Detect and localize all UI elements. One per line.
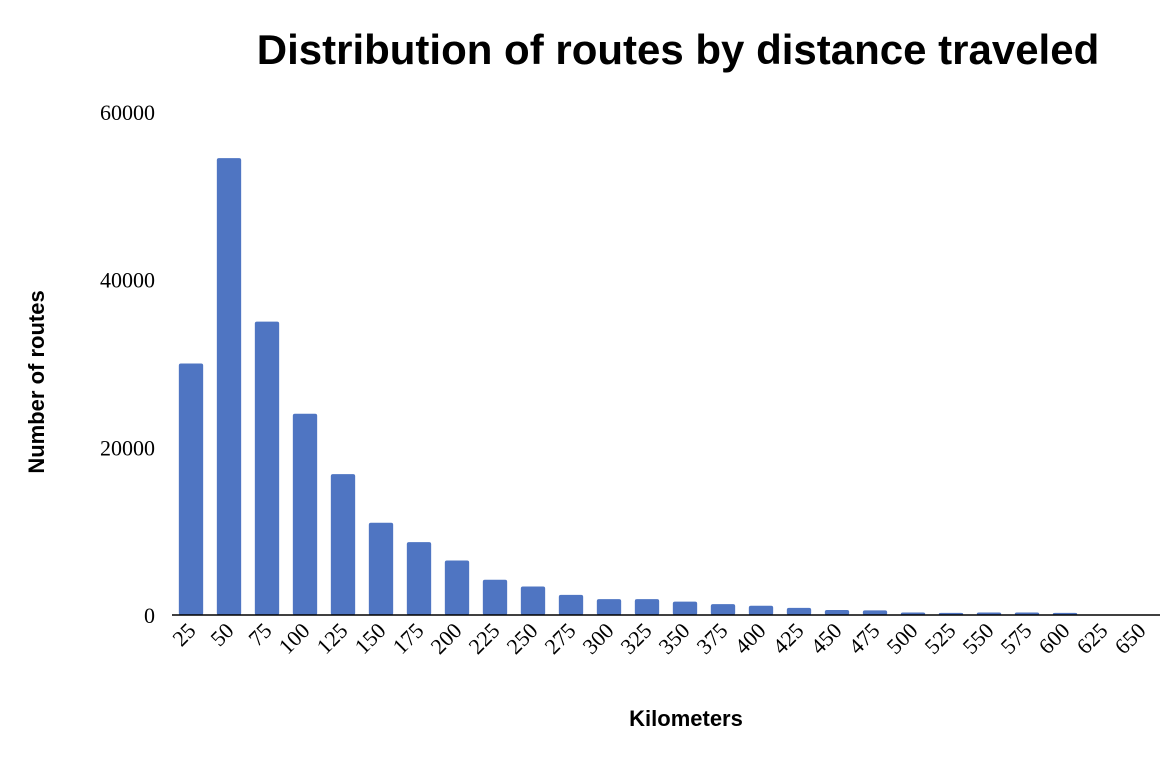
x-tick-label: 350 <box>654 618 695 659</box>
x-tick-label: 175 <box>388 618 429 659</box>
x-tick-label: 625 <box>1072 618 1113 659</box>
bars <box>178 158 1078 616</box>
bar <box>710 604 736 615</box>
bar <box>254 321 280 615</box>
x-tick-label: 225 <box>464 618 505 659</box>
bar <box>558 594 584 615</box>
x-tick-label: 525 <box>920 618 961 659</box>
x-tick-label: 475 <box>844 618 885 659</box>
bar <box>292 413 318 615</box>
bar <box>368 522 394 615</box>
x-tick-label: 200 <box>426 618 467 659</box>
bar <box>672 601 698 615</box>
y-axis-ticks: 0 20000 40000 60000 <box>100 100 155 628</box>
y-tick-label: 40000 <box>100 268 155 293</box>
x-tick-label: 425 <box>768 618 809 659</box>
bar <box>786 607 812 615</box>
x-tick-label: 500 <box>882 618 923 659</box>
bar <box>482 579 508 615</box>
bar <box>444 560 470 615</box>
x-tick-label: 550 <box>958 618 999 659</box>
bar <box>216 158 242 616</box>
y-axis-title: Number of routes <box>24 290 49 473</box>
x-tick-label: 300 <box>578 618 619 659</box>
y-tick-label: 20000 <box>100 435 155 460</box>
x-tick-label: 125 <box>312 618 353 659</box>
x-tick-label: 100 <box>274 618 315 659</box>
x-tick-label: 250 <box>502 618 543 659</box>
x-tick-label: 325 <box>616 618 657 659</box>
y-tick-label: 60000 <box>100 100 155 125</box>
x-tick-label: 75 <box>243 618 276 651</box>
bar <box>178 363 204 615</box>
x-tick-label: 650 <box>1110 618 1151 659</box>
x-tick-label: 50 <box>205 618 238 651</box>
x-axis-ticks: 25 50 751001251501752002252502753003253503… <box>167 618 1150 659</box>
x-axis-title: Kilometers <box>629 706 743 731</box>
bar <box>520 586 546 615</box>
x-tick-label: 150 <box>350 618 391 659</box>
bar <box>406 542 432 615</box>
x-tick-label: 600 <box>1034 618 1075 659</box>
chart-title: Distribution of routes by distance trave… <box>257 26 1099 73</box>
x-tick-label: 25 <box>167 618 200 651</box>
y-tick-label: 0 <box>144 603 155 628</box>
bar <box>824 609 850 615</box>
x-tick-label: 450 <box>806 618 847 659</box>
bar <box>862 610 888 615</box>
x-tick-label: 275 <box>540 618 581 659</box>
x-tick-label: 375 <box>692 618 733 659</box>
bar <box>634 599 660 615</box>
x-tick-label: 400 <box>730 618 771 659</box>
x-tick-label: 575 <box>996 618 1037 659</box>
bar <box>748 605 774 615</box>
bar <box>596 599 622 615</box>
bar <box>330 474 356 615</box>
